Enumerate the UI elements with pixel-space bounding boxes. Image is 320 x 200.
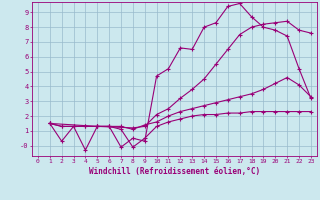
X-axis label: Windchill (Refroidissement éolien,°C): Windchill (Refroidissement éolien,°C) xyxy=(89,167,260,176)
